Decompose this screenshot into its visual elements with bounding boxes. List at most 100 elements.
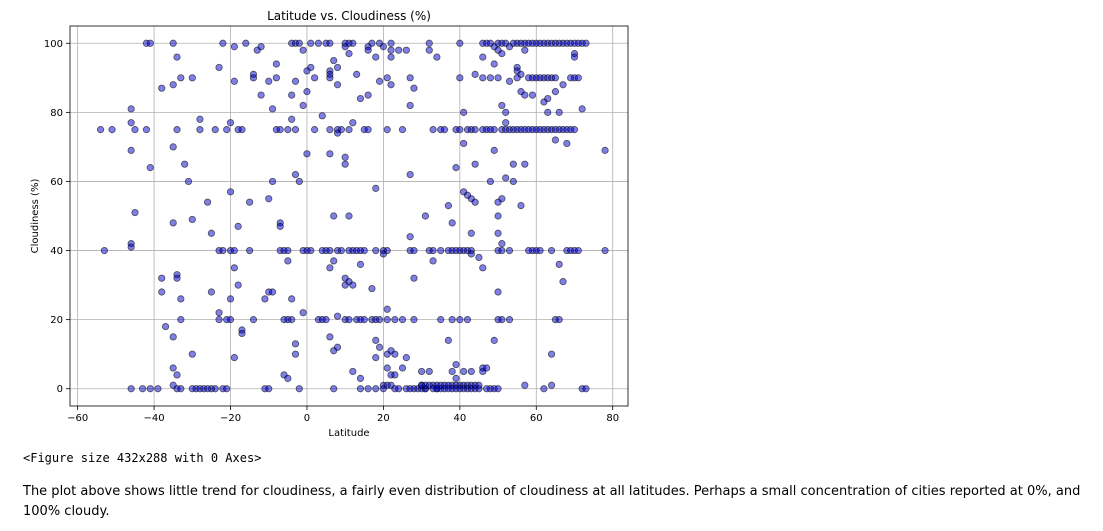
scatter-point <box>498 316 506 324</box>
scatter-point <box>574 74 582 82</box>
scatter-point <box>238 329 246 338</box>
x-tick-label: 0 <box>304 413 310 424</box>
scatter-point <box>356 260 365 268</box>
scatter-point <box>372 385 380 393</box>
y-tick-label: 100 <box>44 39 63 50</box>
scatter-point <box>387 53 395 61</box>
scatter-point <box>551 136 559 144</box>
scatter-point <box>146 39 154 47</box>
scatter-point <box>440 126 449 134</box>
scatter-point <box>177 385 185 393</box>
scatter-point <box>383 316 391 324</box>
scatter-point <box>509 177 517 186</box>
scatter-point <box>169 364 177 372</box>
scatter-point <box>341 160 349 168</box>
scatter-point <box>467 250 475 258</box>
scatter-point <box>196 126 204 134</box>
scatter-point <box>456 126 464 134</box>
scatter-point <box>460 108 468 116</box>
scatter-point <box>505 246 514 255</box>
scatter-point <box>246 198 254 206</box>
scatter-point <box>521 46 529 54</box>
scatter-point <box>307 246 315 255</box>
scatter-point <box>349 281 357 289</box>
scatter-point <box>127 146 135 154</box>
scatter-point <box>230 246 238 255</box>
scatter-point <box>429 246 437 255</box>
scatter-point <box>318 112 326 120</box>
scatter-point <box>425 46 433 54</box>
y-tick-label: 40 <box>50 246 63 257</box>
scatter-point <box>425 367 433 376</box>
scatter-point <box>349 39 357 47</box>
scatter-point <box>498 246 506 255</box>
scatter-point <box>540 385 548 393</box>
scatter-point <box>158 288 166 296</box>
scatter-point <box>375 77 384 85</box>
scatter-point <box>498 195 506 203</box>
scatter-point <box>425 39 433 47</box>
scatter-point <box>406 233 414 241</box>
scatter-point <box>142 126 151 134</box>
scatter-point <box>345 126 353 134</box>
scatter-point <box>456 39 464 47</box>
scatter-point <box>502 108 510 116</box>
scatter-point <box>330 385 338 393</box>
scatter-point <box>181 160 189 168</box>
scatter-point <box>517 70 525 78</box>
y-tick-label: 80 <box>50 108 63 119</box>
scatter-point <box>284 257 292 265</box>
scatter-point <box>398 364 407 372</box>
scatter-point <box>383 305 391 313</box>
scatter-point <box>460 367 468 376</box>
scatter-point <box>333 63 342 72</box>
scatter-point <box>184 177 193 186</box>
scatter-point <box>356 94 365 103</box>
scatter-point <box>521 91 529 99</box>
scatter-point <box>230 264 238 272</box>
scatter-point <box>383 126 391 134</box>
scatter-point <box>387 81 395 89</box>
scatter-point <box>203 198 212 206</box>
x-tick-label: 20 <box>377 413 390 424</box>
scatter-point <box>433 385 441 393</box>
scatter-point <box>479 74 487 82</box>
scatter-point <box>364 46 372 54</box>
scatter-point <box>372 336 380 344</box>
scatter-point <box>226 188 235 196</box>
scatter-point <box>333 343 342 351</box>
scatter-point <box>498 240 506 248</box>
scatter-point <box>326 74 334 82</box>
scatter-point <box>410 274 418 282</box>
scatter-point <box>429 257 437 265</box>
scatter-point <box>215 63 223 72</box>
scatter-point <box>169 39 177 47</box>
scatter-point <box>169 81 177 89</box>
scatter-point <box>479 264 487 272</box>
scatter-point <box>502 174 510 182</box>
scatter-point <box>158 84 166 92</box>
scatter-point <box>288 115 296 123</box>
scatter-point <box>452 374 460 382</box>
scatter-point <box>345 316 353 324</box>
scatter-point <box>555 316 563 324</box>
scatter-point <box>372 53 380 61</box>
scatter-point <box>265 77 273 85</box>
scatter-point <box>349 119 357 127</box>
scatter-point <box>429 126 437 134</box>
scatter-point <box>188 350 196 358</box>
scatter-point <box>437 246 445 255</box>
scatter-point <box>456 316 464 324</box>
scatter-point <box>169 143 177 151</box>
scatter-point <box>502 119 510 127</box>
scatter-point <box>383 74 391 82</box>
scatter-point <box>349 367 357 376</box>
scatter-point <box>421 212 430 220</box>
scatter-point <box>330 56 338 65</box>
scatter-point <box>226 119 235 127</box>
markdown-caption: The plot above shows little trend for cl… <box>23 484 1081 519</box>
scatter-point <box>448 316 456 324</box>
scatter-point <box>127 385 135 393</box>
plot-frame <box>69 25 629 407</box>
scatter-point <box>448 367 456 376</box>
